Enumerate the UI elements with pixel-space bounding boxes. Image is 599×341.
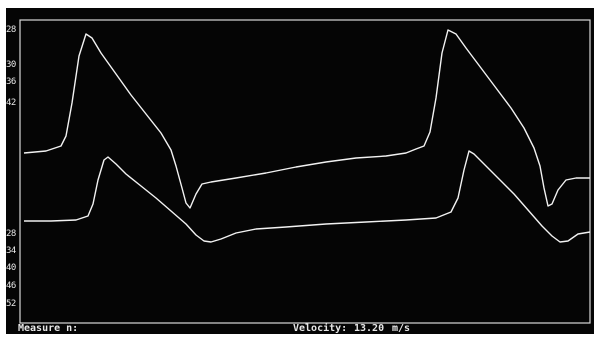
upper-scale-tick: 28 <box>6 25 16 35</box>
velocity-value: 13.20 <box>354 323 385 334</box>
upper-scale-tick: 30 <box>6 60 16 70</box>
waveform-plot <box>19 19 591 324</box>
velocity-label: Velocity: <box>293 323 348 334</box>
lower-scale-tick: 46 <box>6 281 16 291</box>
upper-waveform-trace <box>23 29 590 209</box>
lower-waveform-trace <box>24 150 591 243</box>
lower-scale-tick: 40 <box>6 263 16 273</box>
lower-scale-tick: 28 <box>6 229 16 239</box>
plot-frame-border <box>19 19 591 324</box>
crt-display: 28 30 36 42 28 34 40 46 52 Measure n: Ve… <box>6 8 594 334</box>
measure-label: Measure n: <box>18 323 79 334</box>
lower-scale-tick: 52 <box>6 299 16 309</box>
upper-scale-tick: 36 <box>6 77 16 87</box>
lower-scale-tick: 34 <box>6 246 16 256</box>
upper-scale-tick: 42 <box>6 98 16 108</box>
velocity-unit: m/s <box>392 323 411 334</box>
